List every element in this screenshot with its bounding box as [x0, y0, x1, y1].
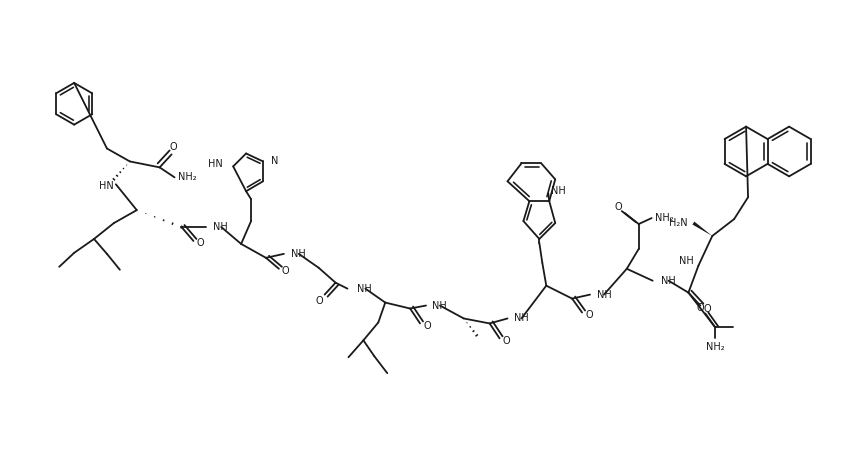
Text: O: O [502, 337, 510, 346]
Text: O: O [614, 202, 621, 212]
Text: NH₂: NH₂ [177, 172, 196, 182]
Text: NH: NH [432, 301, 447, 311]
Text: O: O [586, 311, 593, 320]
Text: HN: HN [208, 160, 223, 169]
Text: NH: NH [597, 290, 612, 300]
Text: NH: NH [661, 276, 675, 286]
Text: O: O [281, 266, 288, 276]
Text: NH: NH [213, 222, 228, 232]
Text: NH: NH [679, 256, 693, 266]
Text: H₂N: H₂N [669, 218, 687, 228]
Text: NH: NH [514, 313, 529, 324]
Text: NH: NH [358, 284, 372, 294]
Text: O: O [169, 142, 177, 152]
Text: NH: NH [291, 249, 306, 259]
Text: N: N [271, 156, 278, 166]
Text: NH₂: NH₂ [655, 213, 674, 223]
Text: O: O [704, 303, 711, 313]
Text: NH₂: NH₂ [706, 342, 724, 352]
Text: NH: NH [551, 186, 566, 196]
Text: HN: HN [98, 181, 113, 191]
Text: O: O [423, 321, 431, 331]
Text: O: O [697, 302, 704, 313]
Text: O: O [316, 296, 324, 306]
Text: O: O [197, 238, 205, 248]
Polygon shape [693, 222, 712, 236]
